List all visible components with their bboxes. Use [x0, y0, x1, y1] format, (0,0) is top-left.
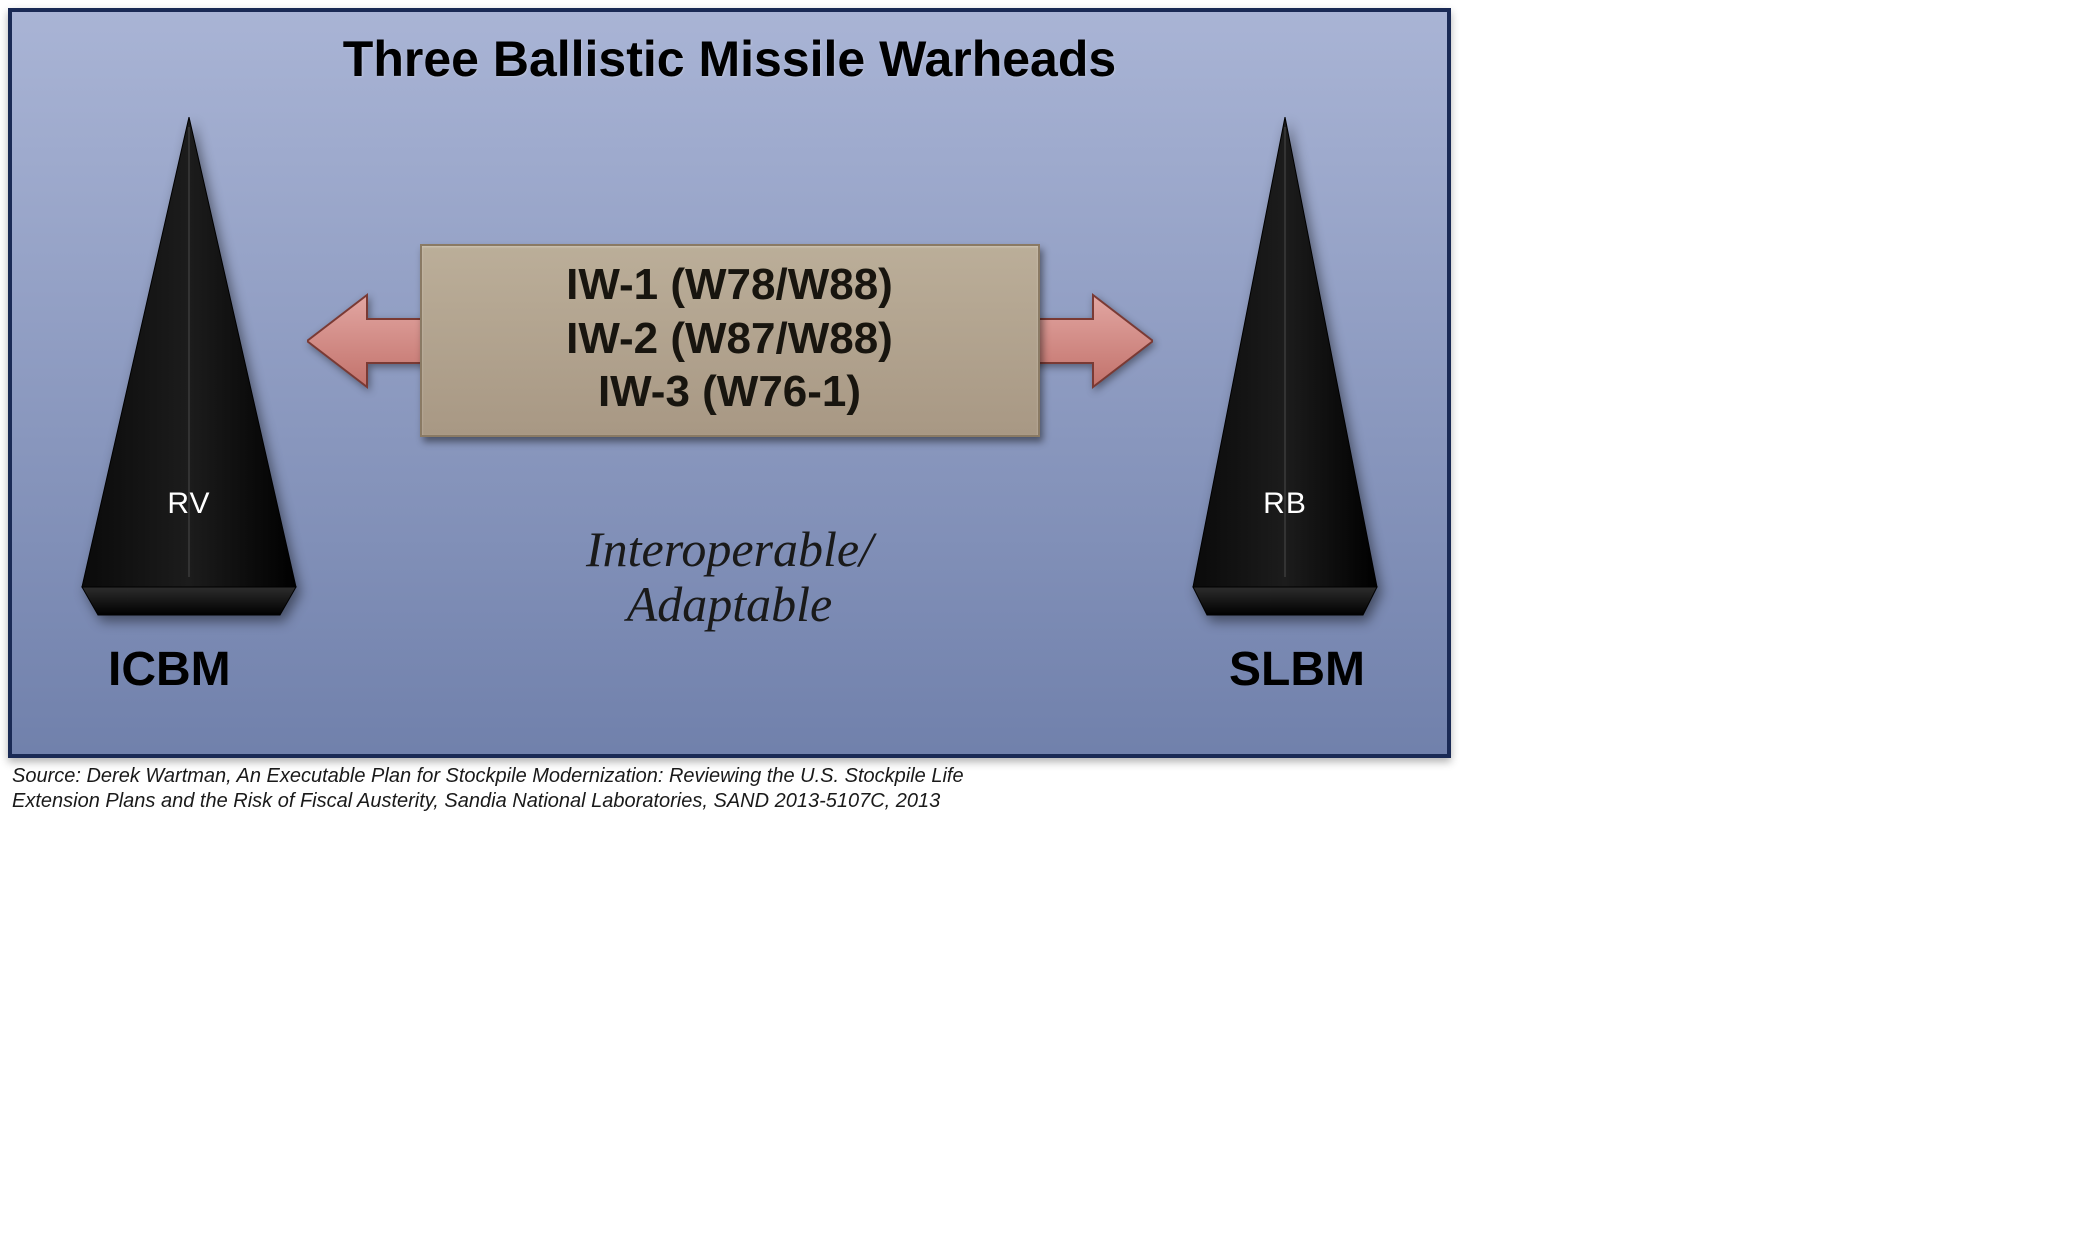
- outer-wrap: Three Ballistic Missile Warheads: [0, 0, 1459, 804]
- content-layer: Three Ballistic Missile Warheads: [12, 12, 1447, 754]
- left-cone-icon: [74, 117, 304, 617]
- source-line-1: Source: Derek Wartman, An Executable Pla…: [12, 764, 1447, 789]
- center-block: IW-1 (W78/W88) IW-2 (W87/W88) IW-3 (W76-…: [345, 244, 1115, 437]
- right-cone-icon: [1185, 117, 1385, 617]
- source-line-2: Extension Plans and the Risk of Fiscal A…: [12, 789, 1447, 814]
- page-title: Three Ballistic Missile Warheads: [12, 12, 1447, 88]
- subtitle-line-2: Adaptable: [586, 577, 873, 632]
- right-cone-group: RB: [1185, 117, 1385, 617]
- left-cone-group: RV: [74, 117, 304, 617]
- right-cone-label: RB: [1185, 487, 1385, 521]
- warhead-line-3: IW-3 (W76-1): [432, 365, 1028, 419]
- source-citation: Source: Derek Wartman, An Executable Pla…: [8, 758, 1451, 814]
- main-panel: Three Ballistic Missile Warheads: [8, 8, 1451, 758]
- warhead-line-2: IW-2 (W87/W88): [432, 312, 1028, 366]
- subtitle: Interoperable/ Adaptable: [586, 522, 873, 632]
- left-designation: ICBM: [108, 642, 231, 697]
- warhead-list-box: IW-1 (W78/W88) IW-2 (W87/W88) IW-3 (W76-…: [420, 244, 1040, 437]
- subtitle-line-1: Interoperable/: [586, 522, 873, 577]
- right-designation: SLBM: [1229, 642, 1365, 697]
- warhead-line-1: IW-1 (W78/W88): [432, 258, 1028, 312]
- left-cone-label: RV: [74, 487, 304, 521]
